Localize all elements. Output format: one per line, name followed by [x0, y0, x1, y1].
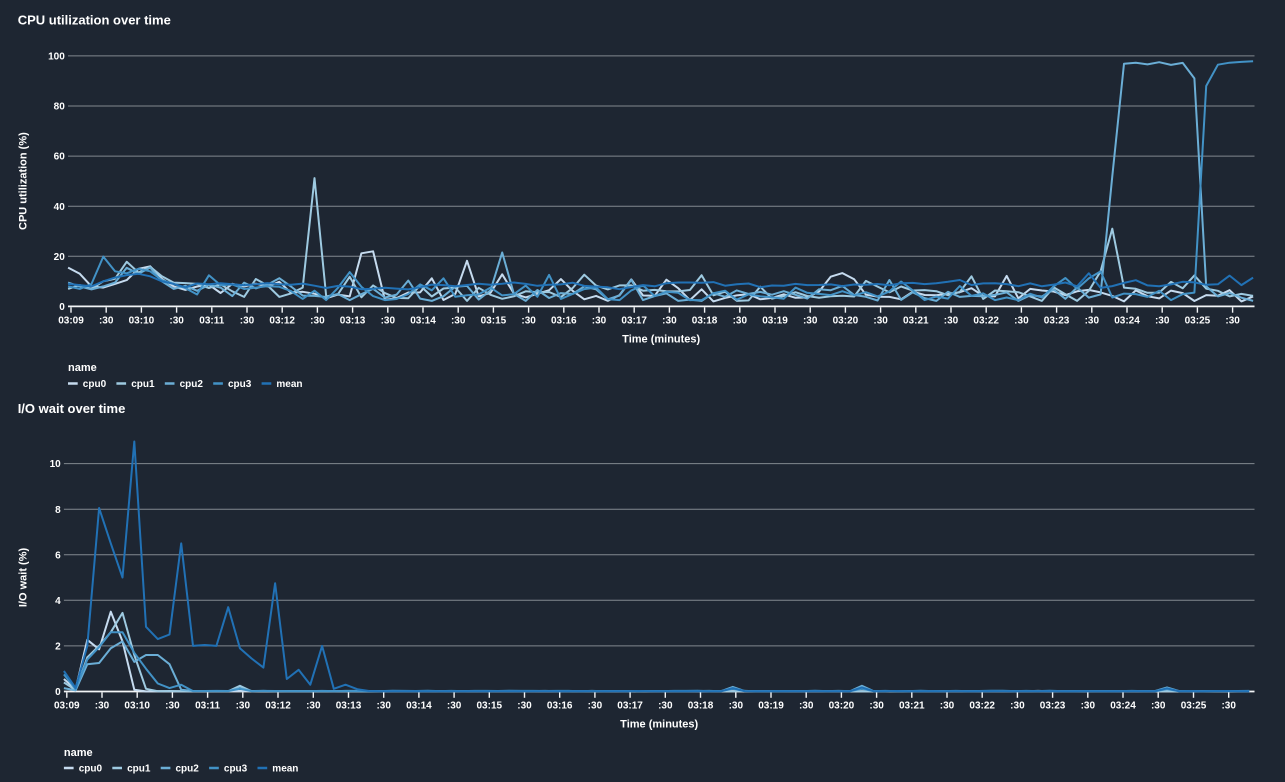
svg-text::30: :30	[451, 315, 466, 326]
svg-text::30: :30	[376, 701, 391, 712]
svg-text:40: 40	[54, 202, 66, 213]
svg-text::30: :30	[1155, 315, 1170, 326]
svg-text:cpu2: cpu2	[180, 379, 204, 390]
svg-text:20: 20	[54, 252, 66, 263]
svg-text:03:11: 03:11	[195, 701, 220, 712]
svg-text:6: 6	[55, 550, 61, 561]
svg-text:Time (minutes): Time (minutes)	[622, 334, 700, 346]
svg-text::30: :30	[662, 315, 677, 326]
svg-text:0: 0	[55, 687, 61, 698]
svg-text:03:22: 03:22	[969, 701, 995, 712]
svg-text:03:23: 03:23	[1044, 315, 1070, 326]
svg-text:8: 8	[55, 505, 61, 516]
svg-text:cpu3: cpu3	[224, 764, 248, 775]
svg-text::30: :30	[447, 701, 462, 712]
svg-text:03:25: 03:25	[1181, 701, 1207, 712]
svg-text:03:15: 03:15	[477, 701, 503, 712]
svg-text:03:25: 03:25	[1185, 315, 1211, 326]
svg-text:CPU utilization over time: CPU utilization over time	[18, 12, 171, 27]
svg-text:03:13: 03:13	[336, 701, 362, 712]
svg-text:mean: mean	[276, 379, 302, 390]
svg-text:03:09: 03:09	[54, 701, 80, 712]
svg-text::30: :30	[1010, 701, 1025, 712]
svg-text:03:21: 03:21	[899, 701, 925, 712]
svg-text:03:24: 03:24	[1110, 701, 1136, 712]
svg-text:03:13: 03:13	[340, 315, 366, 326]
svg-text::30: :30	[940, 701, 955, 712]
svg-text:03:11: 03:11	[199, 315, 224, 326]
svg-text:Time (minutes): Time (minutes)	[620, 719, 698, 731]
svg-text::30: :30	[1081, 701, 1096, 712]
svg-text::30: :30	[95, 701, 110, 712]
svg-text:4: 4	[55, 596, 61, 607]
svg-text:03:16: 03:16	[551, 315, 577, 326]
svg-text:03:20: 03:20	[829, 701, 855, 712]
svg-text:name: name	[68, 362, 97, 374]
svg-text::30: :30	[99, 315, 114, 326]
svg-text:03:17: 03:17	[617, 701, 643, 712]
svg-text::30: :30	[944, 315, 959, 326]
svg-text:100: 100	[48, 52, 65, 63]
svg-text::30: :30	[869, 701, 884, 712]
svg-text:03:16: 03:16	[547, 701, 573, 712]
svg-text:60: 60	[54, 152, 66, 163]
svg-text::30: :30	[799, 701, 814, 712]
svg-text:cpu2: cpu2	[176, 764, 200, 775]
svg-text::30: :30	[1225, 315, 1240, 326]
svg-text::30: :30	[306, 701, 321, 712]
svg-text::30: :30	[240, 315, 255, 326]
svg-text::30: :30	[310, 315, 325, 326]
svg-text:10: 10	[50, 459, 62, 470]
svg-text:03:18: 03:18	[692, 315, 718, 326]
svg-text::30: :30	[729, 701, 744, 712]
svg-text:name: name	[64, 747, 93, 759]
svg-text:I/O wait (%): I/O wait (%)	[18, 548, 30, 608]
svg-text::30: :30	[588, 701, 603, 712]
svg-text:03:22: 03:22	[973, 315, 999, 326]
svg-text:mean: mean	[272, 764, 298, 775]
svg-text:0: 0	[59, 302, 65, 313]
svg-text:03:24: 03:24	[1114, 315, 1140, 326]
svg-text::30: :30	[1151, 701, 1166, 712]
svg-text:03:10: 03:10	[124, 701, 150, 712]
svg-text:cpu1: cpu1	[131, 379, 155, 390]
svg-text:03:19: 03:19	[758, 701, 784, 712]
svg-text::30: :30	[592, 315, 607, 326]
svg-text:80: 80	[54, 102, 66, 113]
svg-text::30: :30	[236, 701, 251, 712]
svg-text:03:23: 03:23	[1040, 701, 1066, 712]
svg-text::30: :30	[521, 315, 536, 326]
svg-text:CPU utilization (%): CPU utilization (%)	[18, 132, 30, 230]
svg-text::30: :30	[165, 701, 180, 712]
svg-text::30: :30	[803, 315, 818, 326]
svg-text:2: 2	[55, 642, 61, 653]
svg-text:cpu3: cpu3	[228, 379, 252, 390]
svg-text:03:10: 03:10	[129, 315, 155, 326]
svg-text:03:19: 03:19	[762, 315, 788, 326]
svg-text:03:15: 03:15	[481, 315, 507, 326]
svg-text:03:21: 03:21	[903, 315, 929, 326]
svg-text:03:14: 03:14	[410, 315, 436, 326]
svg-text:03:14: 03:14	[406, 701, 432, 712]
svg-text:03:12: 03:12	[269, 315, 295, 326]
svg-text::30: :30	[517, 701, 532, 712]
svg-text::30: :30	[169, 315, 184, 326]
svg-text::30: :30	[1085, 315, 1100, 326]
svg-text:03:17: 03:17	[621, 315, 647, 326]
svg-text:03:18: 03:18	[688, 701, 714, 712]
svg-text::30: :30	[381, 315, 396, 326]
svg-text:cpu0: cpu0	[83, 379, 107, 390]
svg-text::30: :30	[1221, 701, 1236, 712]
svg-text::30: :30	[1014, 315, 1029, 326]
svg-text::30: :30	[873, 315, 888, 326]
svg-text:03:09: 03:09	[58, 315, 84, 326]
svg-text:cpu1: cpu1	[127, 764, 151, 775]
svg-text:03:12: 03:12	[265, 701, 291, 712]
svg-text:03:20: 03:20	[833, 315, 859, 326]
svg-text:I/O wait over time: I/O wait over time	[18, 401, 126, 416]
svg-text:cpu0: cpu0	[79, 764, 103, 775]
svg-text::30: :30	[658, 701, 673, 712]
svg-text::30: :30	[733, 315, 748, 326]
